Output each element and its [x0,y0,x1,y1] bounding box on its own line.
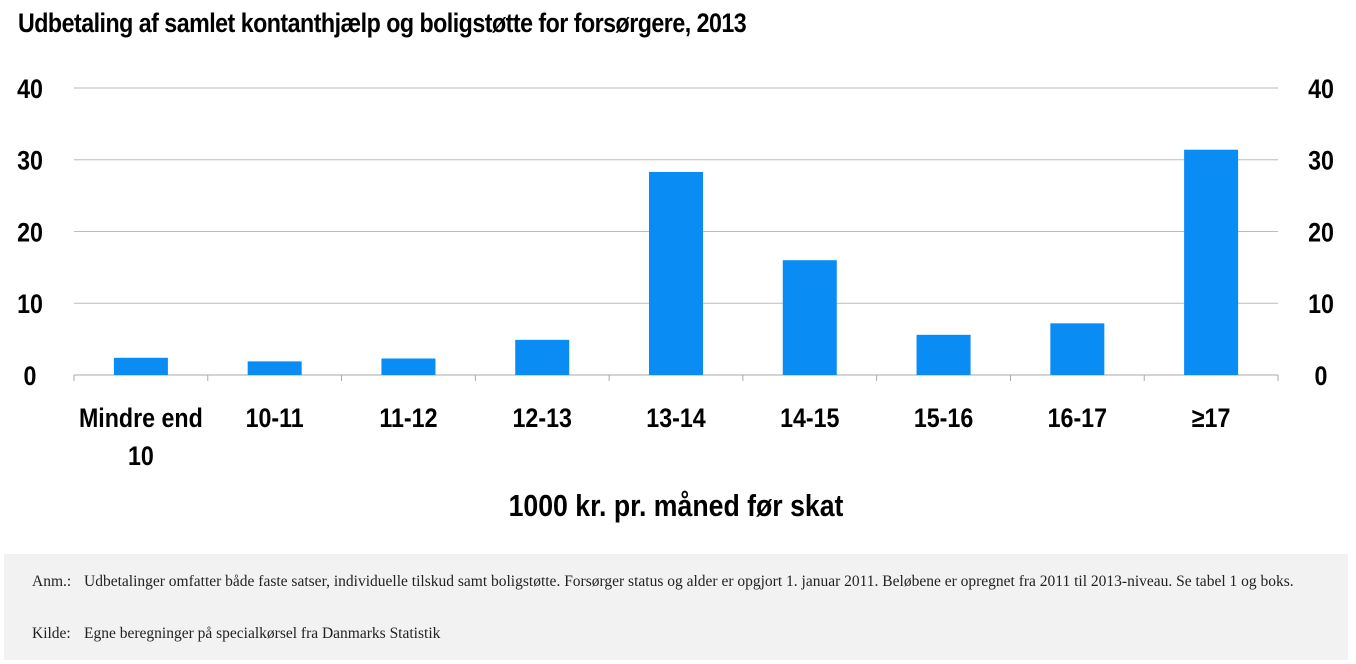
y-tick-label-right: 30 [1308,146,1334,176]
x-tick-label: 13-14 [646,403,705,433]
y-tick-label-right: 20 [1308,218,1334,248]
bar-6 [782,260,837,375]
bar-1 [113,357,168,375]
y-tick-label-right: 40 [1308,74,1334,104]
y-tick-label-left: 40 [17,74,43,104]
y-tick-label-left: 20 [17,218,43,248]
note-kilde-text: Egne beregninger på specialkørsel fra Da… [84,625,441,642]
note-anm: Anm.: Udbetalinger omfatter både faste s… [32,572,1322,591]
bars [113,149,1239,375]
x-axis-title: 1000 kr. pr. måned før skat [509,489,844,523]
bar-4 [515,339,570,375]
y-tick-label-left: 0 [24,361,37,391]
x-tick-label: 10-11 [246,403,304,433]
y-tick-label-right: 0 [1315,361,1328,391]
bar-2 [247,361,302,375]
x-tick-label: 12-13 [513,403,572,433]
bar-9 [1184,149,1239,375]
bar-chart: 0 10 20 30 40 0 10 20 30 40 Mindre end 10 10-11 11-… [17,74,1334,523]
bar-8 [1050,323,1105,375]
bar-7 [916,334,971,375]
x-axis-labels: Mindre end 10 10-11 11-12 12-13 13-14 14-15 15-… [79,403,1230,471]
x-tick-label: ≥17 [1192,403,1231,433]
y-axis-left: 0 10 20 30 40 [17,74,43,391]
x-tick-label: Mindre end 10 [79,403,203,471]
bar-3 [381,358,436,375]
y-tick-label-right: 10 [1308,290,1334,320]
bar-5 [649,171,703,375]
chart-title: Udbetaling af samlet kontanthjælp og bol… [18,8,747,38]
x-tick-label: 14-15 [780,403,839,433]
note-anm-label: Anm.: [32,573,72,590]
y-tick-label-left: 30 [17,146,43,176]
x-tick-label: 15-16 [914,403,973,433]
note-kilde-label: Kilde: [32,625,71,642]
x-tick-label: 16-17 [1048,403,1107,433]
y-axis-right: 0 10 20 30 40 [1308,74,1334,391]
note-kilde: Kilde: Egne beregninger på specialkørsel… [32,624,1322,643]
y-tick-label-left: 10 [17,290,43,320]
notes-panel [4,554,1348,660]
note-anm-text: Udbetalinger omfatter både faste satser,… [84,573,1294,590]
x-tick-label: 11-12 [379,403,437,433]
